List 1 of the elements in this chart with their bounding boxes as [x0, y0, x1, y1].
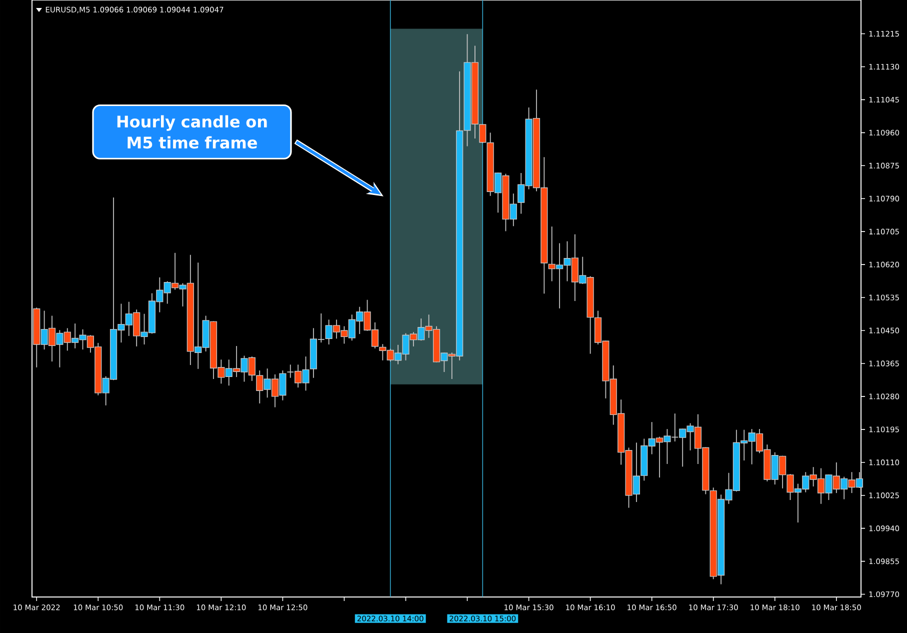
annotation: Hourly candle on M5 time frame [117, 115, 267, 149]
